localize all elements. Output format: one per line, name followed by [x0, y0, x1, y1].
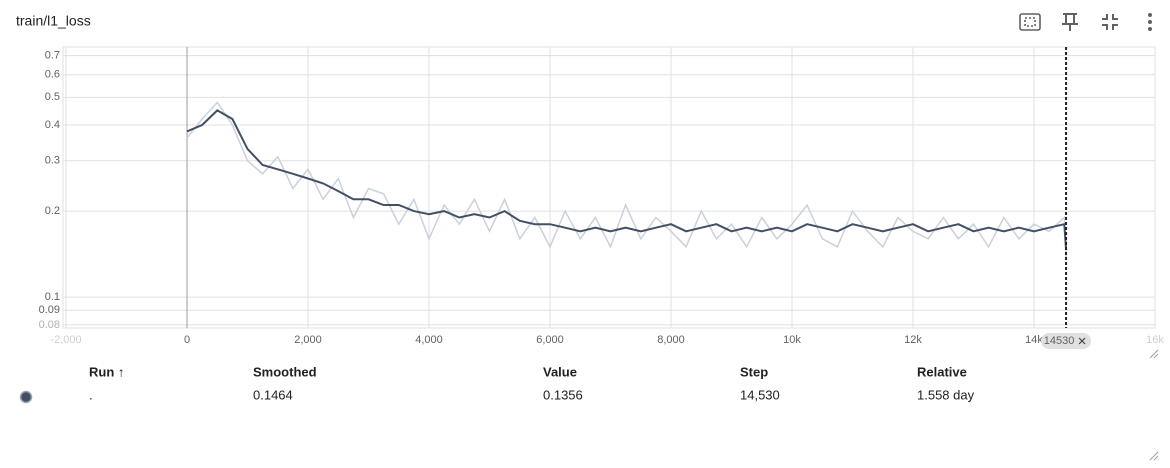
x-tick-label: 10k — [783, 334, 801, 346]
table-header: Smoothed — [253, 364, 317, 379]
x-tick-label: 8,000 — [657, 334, 685, 346]
smoothed-line — [186, 109, 1068, 250]
ticks: 0.08 0.090.1 0.2 0.3 0.4 0.5 0.6 0.7 -2,000 0 2,00… — [39, 47, 1164, 349]
x-tick-label: 12k — [904, 334, 922, 346]
y-tick-label: 0.4 — [45, 119, 60, 131]
y-tick-label: 0.7 — [45, 49, 60, 61]
table-header: Value — [543, 364, 577, 379]
y-tick-label: 0.2 — [45, 205, 60, 217]
table-cell: 14,530 — [740, 387, 780, 402]
table-header: Relative — [917, 364, 967, 379]
y-tick-label: 0.3 — [45, 155, 60, 167]
y-tick-label: 0.08 — [39, 319, 60, 331]
y-tick-label: 0.6 — [45, 69, 60, 81]
run-color-swatch — [19, 390, 33, 404]
table-header: Run ↑ — [89, 364, 124, 379]
menu-button[interactable] — [1148, 13, 1152, 31]
x-tick-label: 16k — [1146, 334, 1164, 346]
fit-domain-button[interactable] — [1019, 13, 1041, 31]
x-tick-label: 6,000 — [536, 334, 564, 346]
y-tick-label: 0.5 — [45, 91, 60, 103]
x-tick-label: 14k — [1025, 334, 1043, 346]
x-tick-label: 0 — [184, 334, 190, 346]
hover-chip — [1041, 333, 1092, 349]
raw-line — [186, 101, 1067, 260]
plot-frame — [62, 46, 1156, 329]
card-title: train/l1_loss — [16, 13, 91, 29]
y-tick-label: 0.1 — [45, 291, 60, 303]
collapse-button[interactable] — [1102, 14, 1118, 30]
hover-step-label: 14530 — [1044, 335, 1075, 347]
pin-button[interactable] — [1062, 13, 1078, 31]
data-table: Run ↑ Smoothed Value Step Relative. 0.1464 0.1… — [19, 364, 975, 404]
x-tick-label: -2,000 — [50, 334, 81, 346]
plot-area — [186, 101, 1068, 260]
resize-handle[interactable] — [1149, 349, 1159, 461]
table-cell: 0.1464 — [253, 387, 293, 402]
table-cell: 1.558 day — [917, 387, 975, 402]
hover-close — [1078, 337, 1086, 345]
x-tick-label: 4,000 — [415, 334, 443, 346]
run-name: . — [89, 387, 93, 402]
table-cell: 0.1356 — [543, 387, 583, 402]
table-header: Step — [740, 364, 768, 379]
grid — [62, 46, 1156, 329]
x-tick-label: 2,000 — [294, 334, 322, 346]
y-tick-label: 0.09 — [39, 304, 60, 316]
